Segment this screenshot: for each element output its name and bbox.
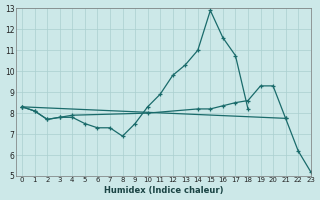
X-axis label: Humidex (Indice chaleur): Humidex (Indice chaleur)	[104, 186, 223, 195]
